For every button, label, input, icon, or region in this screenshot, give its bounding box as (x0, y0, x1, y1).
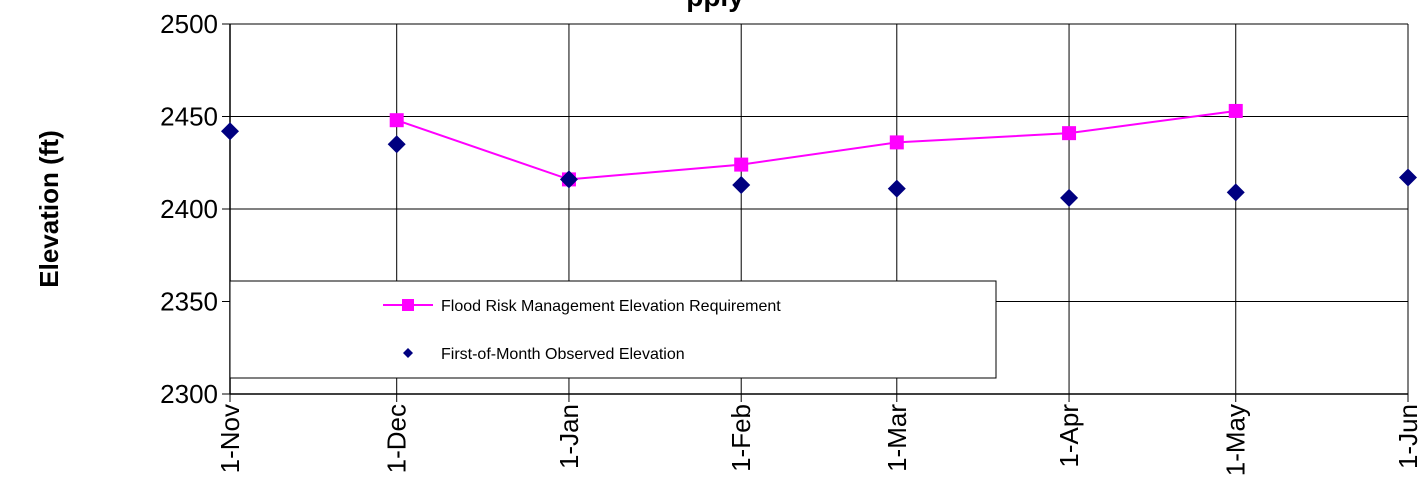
chart-title: pply (686, 0, 744, 12)
flood-requirement-point (889, 135, 904, 150)
y-tick-labels: 2300 2350 2400 2450 2500 (160, 9, 218, 409)
x-tick-labels: 1-Nov 1-Dec 1-Jan 1-Feb 1-Mar 1-Apr 1-May 1-Jun (215, 404, 1419, 477)
observed-elevation-point (1060, 188, 1079, 207)
x-tick-label: 1-Jan (554, 404, 584, 469)
flood-requirement-point (389, 113, 404, 128)
series-lines (396, 109, 1236, 181)
flood-requirement-point (734, 157, 749, 172)
x-tick-label: 1-Apr (1054, 404, 1084, 468)
y-tick-label: 2300 (160, 379, 218, 409)
legend-box (229, 280, 997, 379)
flood-requirement-point (1062, 126, 1077, 141)
y-tick-label: 2450 (160, 102, 218, 132)
x-tick-label: 1-Mar (882, 404, 912, 472)
legend-flood-marker (402, 299, 414, 311)
y-tick-label: 2400 (160, 194, 218, 224)
observed-elevation-point (1226, 183, 1245, 202)
legend: Flood Risk Management Elevation Requirem… (229, 280, 997, 379)
x-tick-label: 1-Feb (726, 404, 756, 472)
y-axis-title: Elevation (ft) (34, 130, 64, 287)
series-markers (221, 103, 1417, 207)
y-tick-label: 2350 (160, 287, 218, 317)
observed-elevation-point (559, 170, 578, 189)
legend-observed-marker (403, 348, 413, 358)
observed-elevation-point (221, 122, 239, 141)
x-tick-label: 1-Dec (382, 404, 412, 473)
x-tick-label: 1-Jun (1393, 404, 1419, 469)
legend-observed-label: First-of-Month Observed Elevation (441, 346, 685, 363)
flood-requirement-point (1228, 103, 1243, 118)
y-tick-label: 2500 (160, 9, 218, 39)
x-tick-label: 1-May (1221, 404, 1251, 476)
observed-elevation-point (1399, 168, 1417, 187)
observed-elevation-point (387, 135, 406, 154)
observed-elevation-point (732, 175, 751, 194)
legend-flood-label: Flood Risk Management Elevation Requirem… (441, 298, 781, 315)
observed-elevation-point (887, 179, 906, 198)
series-line-0 (396, 109, 1236, 181)
x-tick-label: 1-Nov (215, 404, 245, 473)
